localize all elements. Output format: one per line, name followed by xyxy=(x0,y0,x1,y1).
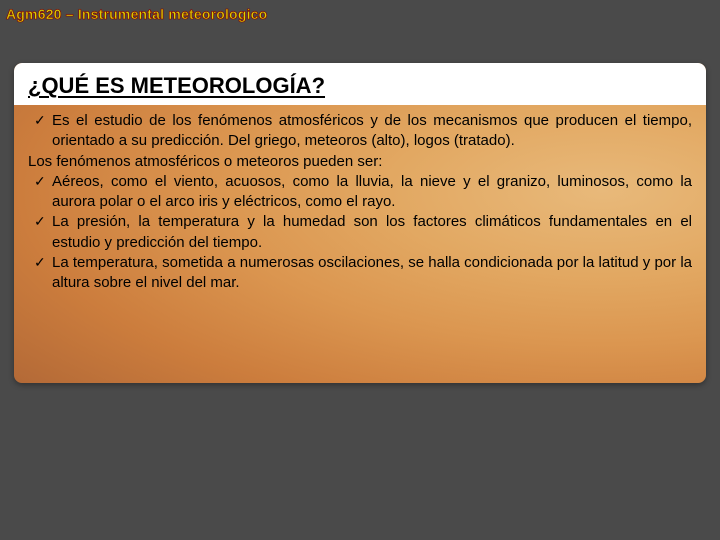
card-title: ¿QUÉ ES METEOROLOGÍA? xyxy=(28,73,692,99)
bullet-item: ✓La temperatura, sometida a numerosas os… xyxy=(28,253,692,294)
title-wrap: ¿QUÉ ES METEOROLOGÍA? xyxy=(14,63,706,105)
bullet-item: ✓La presión, la temperatura y la humedad… xyxy=(28,212,692,253)
bullet-item: ✓Aéreos, como el viento, acuosos, como l… xyxy=(28,172,692,213)
check-icon: ✓ xyxy=(28,253,52,294)
bullet-item: ✓Es el estudio de los fenómenos atmosfér… xyxy=(28,111,692,152)
bullet-text: La presión, la temperatura y la humedad … xyxy=(52,212,692,253)
card-body: ✓Es el estudio de los fenómenos atmosfér… xyxy=(14,105,706,293)
slide-page: Agm620 – Instrumental meteorologico ¿QUÉ… xyxy=(0,0,720,540)
check-icon: ✓ xyxy=(28,212,52,253)
bullet-text: Es el estudio de los fenómenos atmosféri… xyxy=(52,111,692,152)
plain-line: Los fenómenos atmosféricos o meteoros pu… xyxy=(28,152,692,172)
check-icon: ✓ xyxy=(28,111,52,152)
course-header: Agm620 – Instrumental meteorologico xyxy=(6,6,267,22)
bullet-text: La temperatura, sometida a numerosas osc… xyxy=(52,253,692,294)
check-icon: ✓ xyxy=(28,172,52,213)
content-card: ¿QUÉ ES METEOROLOGÍA? ✓Es el estudio de … xyxy=(14,63,706,383)
bullet-text: Aéreos, como el viento, acuosos, como la… xyxy=(52,172,692,213)
